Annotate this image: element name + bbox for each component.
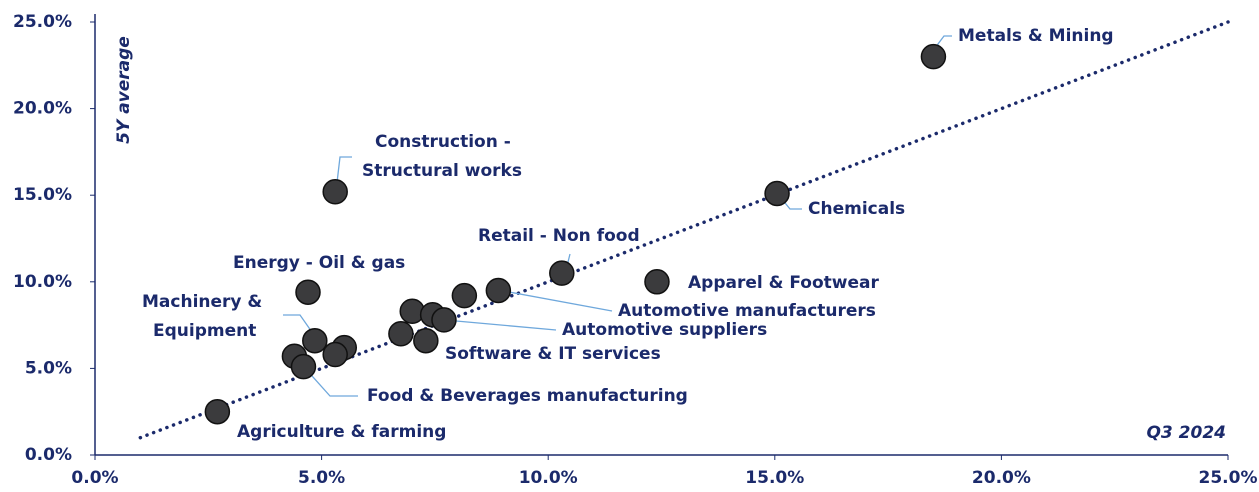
x-annotation: Q3 2024 [1146, 423, 1226, 443]
point-label: Automotive suppliers [562, 320, 767, 340]
point [322, 341, 348, 368]
point-label: Metals & Mining [958, 26, 1114, 46]
point-label: Apparel & Footwear [688, 273, 879, 293]
point-label: Automotive manufacturers [618, 301, 876, 321]
x-tick-label: 20.0% [972, 468, 1031, 488]
trendline [138, 20, 1230, 440]
y-tick-label: 10.0% [13, 272, 72, 292]
x-tick-label: 0.0% [71, 468, 118, 488]
point [485, 277, 512, 304]
point [764, 180, 790, 207]
leader-line [303, 366, 358, 397]
point [644, 269, 670, 295]
point-label: Energy - Oil & gas [233, 253, 405, 273]
x-tick-label: 25.0% [1199, 468, 1258, 488]
y-tick-label: 15.0% [13, 185, 72, 205]
leader-line [444, 319, 557, 331]
y-tick-label: 25.0% [13, 12, 72, 32]
point-label: Agriculture & farming [237, 422, 446, 442]
point [295, 279, 321, 305]
point-label: Construction - [375, 132, 511, 152]
point [431, 307, 457, 333]
point-label: Machinery & [142, 292, 262, 312]
y-tick-label: 0.0% [25, 445, 72, 465]
point-label: Software & IT services [445, 344, 661, 364]
y-tick-label: 5.0% [25, 358, 72, 378]
x-tick-label: 5.0% [298, 468, 345, 488]
point [451, 282, 478, 309]
y-axis-label: 5Y average [114, 36, 134, 144]
point [413, 327, 439, 354]
point-label: Retail - Non food [478, 226, 640, 246]
point [290, 353, 317, 380]
point-label: Chemicals [808, 199, 905, 219]
point-label: Structural works [362, 161, 522, 181]
x-tick-label: 15.0% [745, 468, 804, 488]
point [388, 321, 414, 347]
point [549, 260, 575, 286]
point-label: Food & Beverages manufacturing [367, 386, 688, 406]
x-tick-label: 10.0% [519, 468, 578, 488]
leader-line [497, 289, 613, 312]
point-label: Equipment [153, 321, 256, 341]
leader-line [283, 314, 315, 336]
point [204, 398, 231, 425]
point [322, 178, 348, 205]
point [302, 327, 328, 354]
y-tick-label: 20.0% [13, 99, 72, 119]
point [920, 43, 947, 70]
